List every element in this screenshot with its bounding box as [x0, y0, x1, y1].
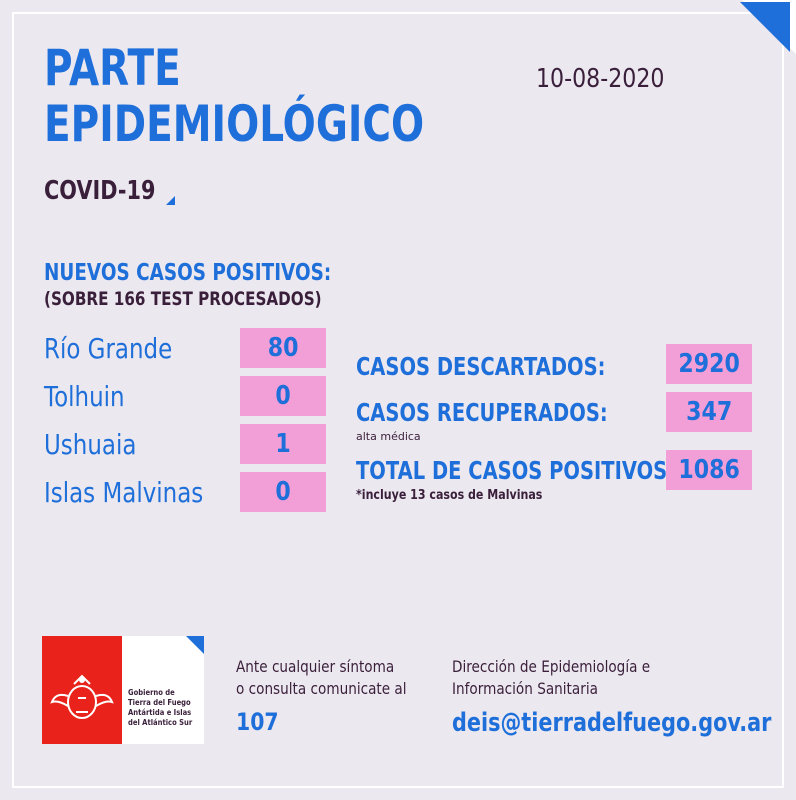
city-value-text: 80: [267, 333, 299, 363]
coat-of-arms-icon: [50, 674, 114, 719]
subtitle: COVID-19: [44, 176, 156, 206]
logo-text: Gobierno de Tierra del Fuego Antártida e…: [128, 688, 204, 728]
recovered-value: 347: [666, 392, 752, 432]
new-cases-subheading: (SOBRE 166 TEST PROCESADOS): [44, 288, 322, 310]
logo-line: del Atlántico Sur: [128, 718, 193, 727]
logo-line: Tierra del Fuego: [128, 698, 191, 707]
city-name-tolhuin: Tolhuin: [44, 380, 125, 413]
total-label: TOTAL DE CASOS POSITIVOS: [356, 456, 668, 485]
logo-red-panel: [42, 636, 122, 744]
title-line-2: EPIDEMIOLÓGICO: [44, 95, 425, 153]
page-frame: [12, 12, 784, 788]
city-value-islas-malvinas: 0: [240, 472, 326, 512]
city-value-text: 0: [275, 381, 291, 411]
city-value-text: 1: [275, 429, 291, 459]
phone-number[interactable]: 107: [236, 708, 279, 736]
dept-line-2: Información Sanitaria: [452, 679, 598, 698]
discarded-label: CASOS DESCARTADOS:: [356, 352, 606, 381]
city-value-tolhuin: 0: [240, 376, 326, 416]
city-value-rio-grande: 80: [240, 328, 326, 368]
report-date: 10-08-2020: [536, 64, 665, 94]
recovered-note: alta médica: [356, 430, 421, 443]
discarded-value-text: 2920: [678, 349, 740, 379]
logo-line: Gobierno de: [128, 688, 175, 697]
total-value: 1086: [666, 450, 752, 490]
contact-line-1: Ante cualquier síntoma: [236, 657, 395, 676]
contact-line-2: o consulta comunicate al: [236, 679, 407, 698]
contact-email-link[interactable]: deis@tierradelfuego.gov.ar: [452, 708, 772, 738]
total-value-text: 1086: [678, 455, 740, 485]
new-cases-heading: NUEVOS CASOS POSITIVOS:: [44, 260, 332, 286]
city-name-rio-grande: Río Grande: [44, 332, 173, 365]
recovered-value-text: 347: [685, 397, 733, 427]
city-name-ushuaia: Ushuaia: [44, 428, 137, 461]
total-note: *incluye 13 casos de Malvinas: [356, 488, 543, 503]
page-title: PARTE EPIDEMIOLÓGICO: [44, 40, 424, 152]
title-line-1: PARTE: [44, 39, 181, 97]
corner-triangle-icon: [740, 2, 790, 52]
recovered-label: CASOS RECUPERADOS:: [356, 398, 608, 427]
government-logo: Gobierno de Tierra del Fuego Antártida e…: [42, 636, 204, 744]
dept-line-1: Dirección de Epidemiología e: [452, 657, 651, 676]
discarded-value: 2920: [666, 344, 752, 384]
city-value-text: 0: [275, 477, 291, 507]
triangle-icon: [166, 196, 175, 205]
city-name-islas-malvinas: Islas Malvinas: [44, 476, 204, 509]
city-value-ushuaia: 1: [240, 424, 326, 464]
logo-line: Antártida e Islas: [128, 708, 192, 717]
logo-fold-icon: [186, 636, 204, 654]
